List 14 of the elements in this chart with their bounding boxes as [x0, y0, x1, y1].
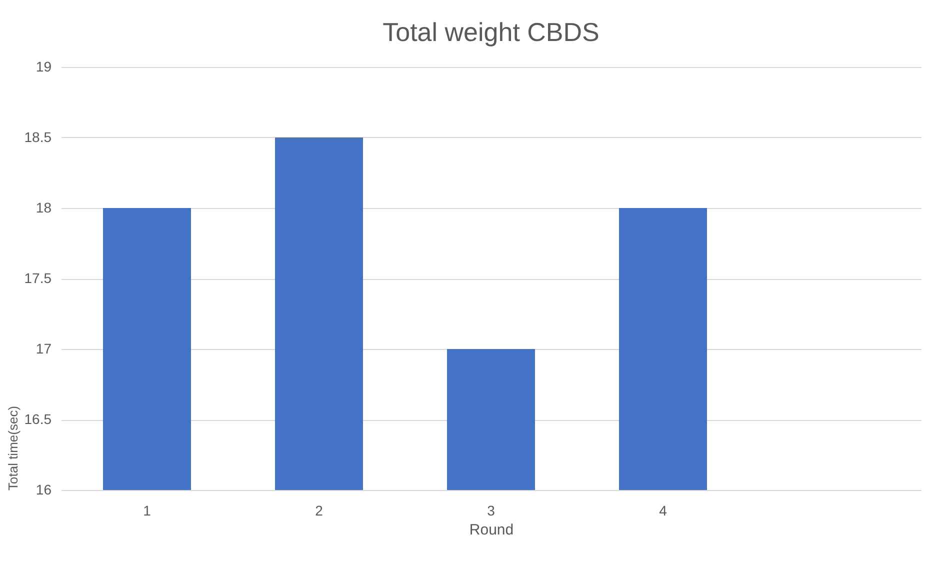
- y-tick-label: 19: [36, 58, 52, 74]
- chart-title: Total weight CBDS: [382, 17, 600, 47]
- y-tick-label: 17.5: [24, 270, 52, 286]
- y-tick-label: 18: [36, 200, 52, 216]
- x-tick-label: 3: [487, 502, 496, 518]
- y-tick-label: 17: [36, 340, 52, 356]
- y-tick-label: 16.5: [24, 411, 52, 427]
- x-tick-label: 1: [143, 502, 152, 518]
- y-tick-label: 16: [36, 482, 52, 498]
- y-axis-title: Total time(sec): [5, 406, 20, 490]
- y-tick-label: 18.5: [24, 129, 52, 145]
- x-tick-label: 2: [315, 502, 324, 518]
- x-axis-title: Round: [469, 522, 514, 538]
- x-tick-label: 4: [659, 502, 668, 518]
